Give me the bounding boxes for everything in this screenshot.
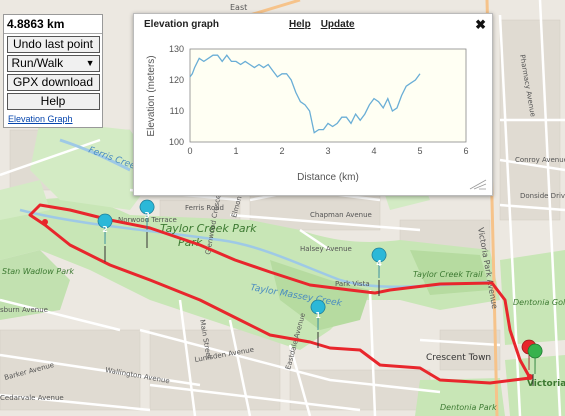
elevation-help-link[interactable]: Help [289, 18, 311, 30]
label-cedarvale-avenue: Cedarvale Avenue [0, 394, 64, 402]
activity-mode-value: Run/Walk [11, 56, 64, 70]
label-victoria-park: Victoria Park [527, 379, 565, 389]
x-axis-label: Distance (km) [297, 172, 359, 183]
label-taylor-creek-park: Taylor Creek Park [160, 222, 257, 235]
elevation-graph-window: Elevation graph Help Update ✖ 100 110 120 1… [133, 13, 493, 196]
marker-label: 1 [315, 311, 321, 320]
label-chapman-avenue: Chapman Avenue [310, 211, 372, 219]
x-tick-label: 6 [463, 146, 468, 156]
x-tick-label: 3 [325, 146, 330, 156]
label-conroy-avenue: Conroy Avenue [515, 156, 565, 164]
label-park-vista: Park Vista [335, 280, 370, 288]
route-line[interactable] [28, 203, 532, 385]
y-tick-label: 100 [169, 137, 184, 147]
y-tick-label: 120 [169, 75, 184, 85]
x-tick-label: 1 [233, 146, 238, 156]
distance-marker-3[interactable]: 3 [139, 199, 155, 248]
distance-marker-4[interactable]: 4 [371, 247, 387, 296]
elevation-chart: 100 110 120 130 0 1 2 3 4 5 6 Distance (km) Eleva… [146, 44, 487, 190]
label-halsey-avenue: Halsey Avenue [300, 245, 352, 253]
route-distance: 4.8863 km [4, 15, 102, 34]
label-taylor-creek-trail: Taylor Creek Trail [413, 270, 483, 279]
undo-last-point-button[interactable]: Undo last point [6, 36, 100, 53]
ferris-creek [59, 138, 131, 172]
marker-label: 4 [376, 259, 382, 268]
x-axis: 0 1 2 3 4 5 6 [187, 146, 468, 156]
route-vertex[interactable] [527, 374, 533, 380]
label-dentonia-park: Dentonia Park [440, 403, 497, 412]
label-east: East [230, 3, 247, 12]
x-tick-label: 5 [417, 146, 422, 156]
label-ferris-road: Ferris Road [185, 204, 224, 212]
route-control-panel: 4.8863 km Undo last point Run/Walk ▼ GPX… [3, 14, 103, 128]
distance-marker-2[interactable]: 2 [97, 213, 113, 262]
close-icon[interactable]: ✖ [475, 17, 486, 32]
y-axis: 100 110 120 130 [169, 44, 184, 147]
x-tick-label: 2 [279, 146, 284, 156]
label-donside-drive: Donside Drive [520, 192, 565, 200]
gpx-download-button[interactable]: GPX download [6, 74, 100, 91]
x-tick-label: 4 [371, 146, 376, 156]
plot-area [189, 48, 467, 143]
y-tick-label: 130 [169, 44, 184, 54]
label-stan-wadlow-park: Stan Wadlow Park [2, 267, 74, 276]
activity-mode-select[interactable]: Run/Walk ▼ [6, 55, 100, 72]
end-marker[interactable] [521, 339, 543, 386]
help-button[interactable]: Help [6, 93, 100, 110]
label-crescent-town: Crescent Town [426, 353, 491, 363]
marker-label: 2 [102, 225, 108, 234]
elevation-update-link[interactable]: Update [320, 18, 355, 30]
x-tick-label: 0 [187, 146, 192, 156]
y-tick-label: 110 [170, 106, 184, 116]
distance-marker-1[interactable]: 1 [310, 299, 326, 348]
route-vertex[interactable] [42, 219, 48, 225]
parks [0, 120, 565, 416]
y-axis-label: Elevation (meters) [146, 55, 157, 136]
label-dentonia-golf-course: Dentonia Golf Course [513, 298, 565, 307]
elevation-graph-link[interactable]: Elevation Graph [8, 114, 73, 124]
elevation-window-title: Elevation graph [144, 18, 220, 30]
marker-label: 3 [144, 211, 150, 220]
elevation-series-line [189, 54, 421, 134]
resize-handle-icon[interactable] [469, 179, 487, 190]
label-woodbine-avenue: sburn Avenue [0, 306, 48, 314]
elevation-window-header: Elevation graph Help Update [134, 14, 492, 34]
route-markers[interactable]: 1 2 3 4 [97, 199, 543, 386]
chevron-down-icon: ▼ [85, 58, 95, 68]
